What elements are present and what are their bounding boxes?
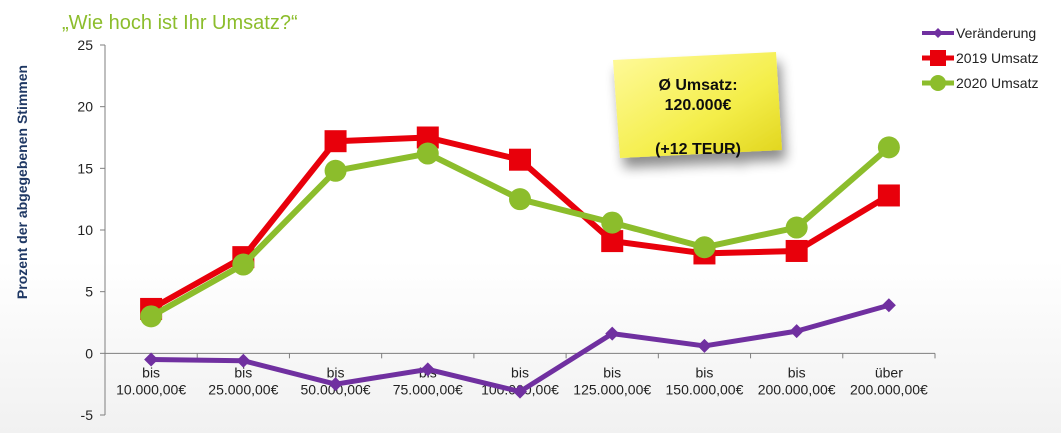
data-point xyxy=(605,326,620,341)
legend-label: 2019 Umsatz xyxy=(956,50,1038,66)
sticky-note-line1: Ø Umsatz: xyxy=(658,77,737,94)
sticky-note: Ø Umsatz: 120.000€ (+12 TEUR) xyxy=(613,52,782,158)
legend: Veränderung 2019 Umsatz 2020 Umsatz xyxy=(922,25,1038,91)
data-point xyxy=(785,239,808,262)
y-tick-label: 15 xyxy=(77,160,93,176)
series-layer xyxy=(140,126,900,399)
y-tick-label: 10 xyxy=(77,222,93,238)
y-axis-label: Prozent der abgegebenen Stimmen xyxy=(14,65,30,299)
legend-label: Veränderung xyxy=(956,25,1036,41)
series-2020-umsatz xyxy=(140,136,900,328)
data-point xyxy=(601,230,624,253)
x-tick-label: bis 10.000,00€ xyxy=(116,364,186,397)
legend-item: 2020 Umsatz xyxy=(922,75,1038,91)
x-tick-label: bis 200.000,00€ xyxy=(758,364,836,397)
legend-marker xyxy=(933,28,943,38)
y-tick-label: -5 xyxy=(81,407,94,423)
sticky-note-paper xyxy=(613,52,782,158)
data-point xyxy=(877,184,900,207)
y-axis-ticks: 25 20 15 10 5 0 -5 xyxy=(77,37,105,423)
data-point xyxy=(324,130,347,153)
data-point xyxy=(509,148,531,171)
data-point xyxy=(236,353,251,368)
data-point xyxy=(416,142,439,165)
data-point xyxy=(881,298,896,313)
data-point xyxy=(232,253,255,276)
axes xyxy=(104,45,936,415)
x-tick-label: über 200.000,00€ xyxy=(850,364,928,397)
data-point xyxy=(785,216,808,239)
series-2019-umsatz xyxy=(140,126,900,320)
legend-marker xyxy=(930,75,946,91)
data-point xyxy=(877,136,900,159)
y-tick-label: 20 xyxy=(77,99,93,115)
sticky-note-line3: (+12 TEUR) xyxy=(655,141,741,158)
x-tick-label: bis 25.000,00€ xyxy=(208,364,278,397)
legend-item: Veränderung xyxy=(922,25,1036,41)
y-tick-label: 0 xyxy=(85,345,93,361)
legend-marker xyxy=(930,50,946,66)
data-point xyxy=(601,211,624,234)
data-point xyxy=(324,159,347,182)
data-point xyxy=(513,384,527,399)
sticky-note-line2: 120.000€ xyxy=(665,97,732,114)
legend-label: 2020 Umsatz xyxy=(956,75,1038,91)
data-point xyxy=(509,188,531,211)
data-point xyxy=(693,236,716,259)
data-point xyxy=(697,338,712,353)
data-point xyxy=(420,362,435,377)
data-point xyxy=(789,324,804,339)
data-point xyxy=(140,305,163,328)
series-ver-nderung xyxy=(144,298,896,399)
y-tick-label: 5 xyxy=(85,284,93,300)
x-axis-ticks: bis10.000,00€bis25.000,00€bis50.000,00€b… xyxy=(116,364,928,397)
x-tick-label: bis 125.000,00€ xyxy=(573,364,651,397)
y-tick-label: 25 xyxy=(77,37,93,53)
data-point xyxy=(328,377,343,392)
data-point xyxy=(144,352,159,367)
x-tick-label: bis 150.000,00€ xyxy=(666,364,744,397)
data-point xyxy=(416,126,439,149)
legend-item: 2019 Umsatz xyxy=(922,50,1038,66)
chart-title: „Wie hoch ist Ihr Umsatz?“ xyxy=(62,12,298,34)
